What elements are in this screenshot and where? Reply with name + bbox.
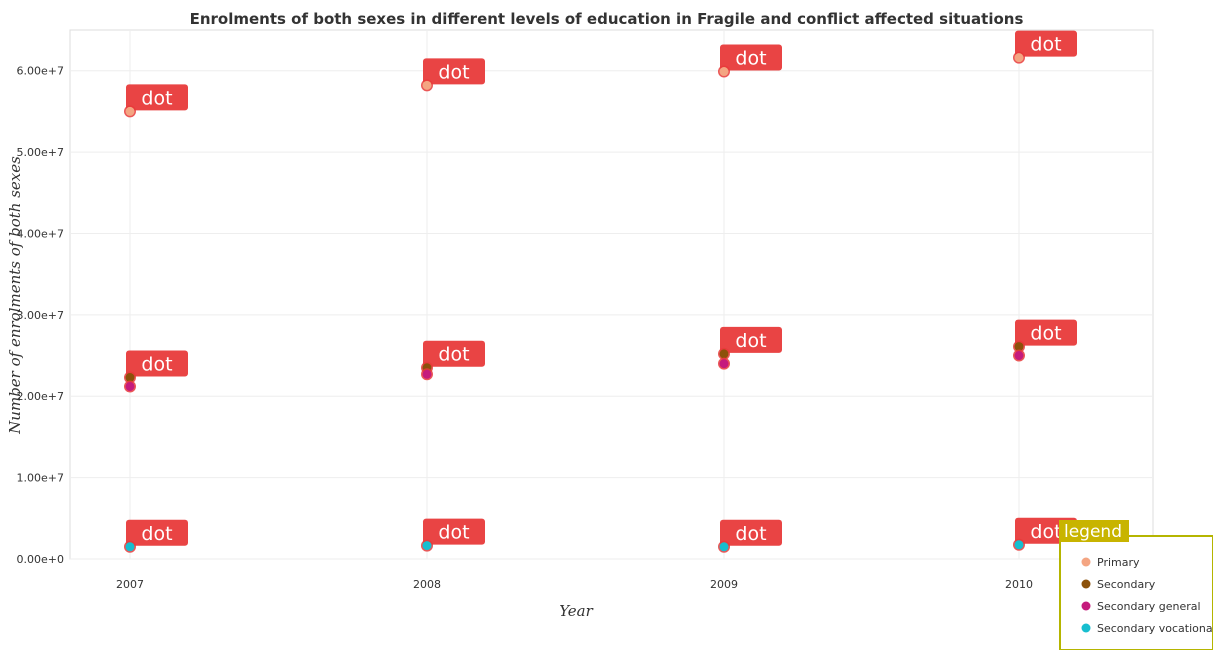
legend-marker [1081,557,1091,567]
y-tick-label: 2.00e+7 [17,390,64,403]
data-point [1014,53,1024,63]
annotation-label: dot [1030,323,1061,345]
x-tick-label: 2008 [413,578,441,591]
annotation-bg [423,518,485,545]
annotation-bg [1015,319,1077,346]
annotation-bg [126,350,188,377]
y-tick-label: 1.00e+7 [17,472,64,485]
annotation-bg [423,340,485,367]
grid [70,30,1153,560]
legend-marker [1081,579,1091,589]
legend-label: Secondary vocational [1097,622,1213,635]
annotation-bg [126,84,188,111]
data-point [1014,342,1024,352]
legend-marker [1081,623,1091,633]
data-point [125,373,135,383]
annotation-bg [1015,30,1077,57]
chart-title: Enrolments of both sexes in different le… [189,10,1024,28]
annotation-label: dot [735,330,766,352]
data-point [125,542,135,552]
x-tick-label: 2009 [710,578,738,591]
annotation-label: dot [1030,521,1061,543]
y-tick-label: 3.00e+7 [17,309,64,322]
legend-marker [1081,601,1091,611]
annotation-bg [720,44,782,71]
data-point [719,542,729,552]
annotation-bg [720,519,782,546]
data-point [422,541,432,551]
y-tick-label: 5.00e+7 [17,146,64,159]
x-axis-label: Year [559,602,593,620]
annotation-bg [720,326,782,353]
x-tick-label: 2007 [116,578,144,591]
x-tick-label: 2010 [1005,578,1033,591]
data-point [422,80,432,90]
annotation-label: dot [438,344,469,366]
legend-label: Primary [1097,556,1140,569]
y-axis-label: Number of enrolments of both sexes [6,156,24,435]
x-axis-ticks: 2007 2008 2009 2010 [116,578,1033,591]
annotation-label: dot [735,523,766,545]
annotation-label: dot [438,61,469,83]
legend-label: Secondary [1097,578,1156,591]
data-point [1014,351,1024,361]
data-point [422,369,432,379]
annotation-label: dot [1030,34,1061,56]
data-point [719,349,729,359]
y-tick-label: 0.00e+0 [17,553,64,566]
annotations: dot dot dot dot dot dot dot dot dot dot dot dot [126,30,1077,546]
data-point [719,359,729,369]
data-points [124,51,1025,553]
annotation-label: dot [141,523,172,545]
plot-area [69,29,1154,560]
y-axis-ticks: 0.00e+0 1.00e+7 2.00e+7 3.00e+7 4.00e+7 5.00e… [17,65,64,566]
data-point [719,67,729,77]
data-point [1014,540,1024,550]
legend: legend Primary Secondary Secondary general… [1059,520,1213,650]
legend-title-bg [1059,520,1129,542]
y-tick-label: 6.00e+7 [17,65,64,78]
annotation-bg [126,519,188,546]
y-tick-label: 4.00e+7 [17,227,64,240]
data-point [125,381,135,391]
annotation-bg [423,58,485,85]
data-point [125,106,135,116]
annotation-label: dot [438,522,469,544]
legend-label: Secondary general [1097,600,1201,613]
annotation-label: dot [141,354,172,376]
annotation-label: dot [735,48,766,70]
annotation-label: dot [141,87,172,109]
legend-title: legend [1064,522,1122,542]
